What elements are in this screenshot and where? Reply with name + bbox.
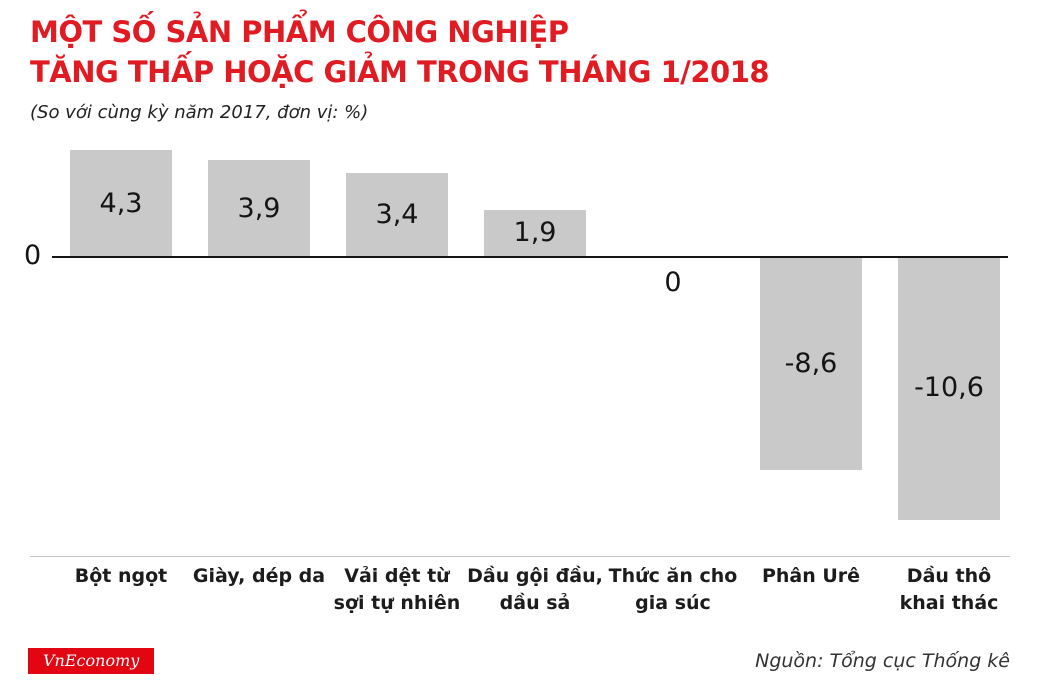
category-label: Vải dệt từ sợi tự nhiên bbox=[333, 565, 461, 614]
chart-title-line2: TĂNG THẤP HOẶC GIẢM TRONG THÁNG 1/2018 bbox=[30, 55, 770, 89]
bar-value-label: 3,9 bbox=[237, 192, 281, 224]
bar bbox=[484, 209, 586, 257]
bar-value-label: 1,9 bbox=[513, 217, 557, 249]
chart-title-line1: MỘT SỐ SẢN PHẨM CÔNG NGHIỆP bbox=[30, 15, 569, 49]
category-label: Dầu gội đầu, dầu sả bbox=[467, 565, 603, 614]
category-label: Thức ăn cho gia súc bbox=[608, 565, 738, 614]
bar bbox=[70, 150, 172, 257]
source-text: Nguồn: Tổng cục Thống kê bbox=[755, 650, 1010, 672]
category-label: Dầu thô khai thác bbox=[899, 565, 999, 614]
bar bbox=[898, 257, 1000, 520]
bar-value-label: 0 bbox=[664, 267, 682, 298]
bar bbox=[760, 257, 862, 471]
zero-axis-label: 0 bbox=[24, 240, 42, 271]
bar-value-label: -8,6 bbox=[784, 347, 838, 379]
category-label: Bột ngọt bbox=[74, 565, 168, 587]
bar bbox=[208, 160, 310, 257]
bar-value-label: 4,3 bbox=[99, 187, 143, 219]
chart-subtitle: (So với cùng kỳ năm 2017, đơn vị: %) bbox=[30, 102, 369, 123]
x-axis-line bbox=[30, 556, 1010, 557]
chart-title: MỘT SỐ SẢN PHẨM CÔNG NGHIỆP TĂNG THẤP HO… bbox=[30, 12, 770, 92]
zero-baseline bbox=[52, 256, 1008, 258]
bar-value-label: 3,4 bbox=[375, 198, 419, 230]
category-label: Phân Urê bbox=[761, 565, 861, 587]
category-label: Giày, dép da bbox=[192, 565, 326, 587]
bar-value-label: -10,6 bbox=[914, 372, 984, 404]
vneconomy-logo: VnEconomy bbox=[28, 648, 155, 674]
bar bbox=[346, 172, 448, 257]
